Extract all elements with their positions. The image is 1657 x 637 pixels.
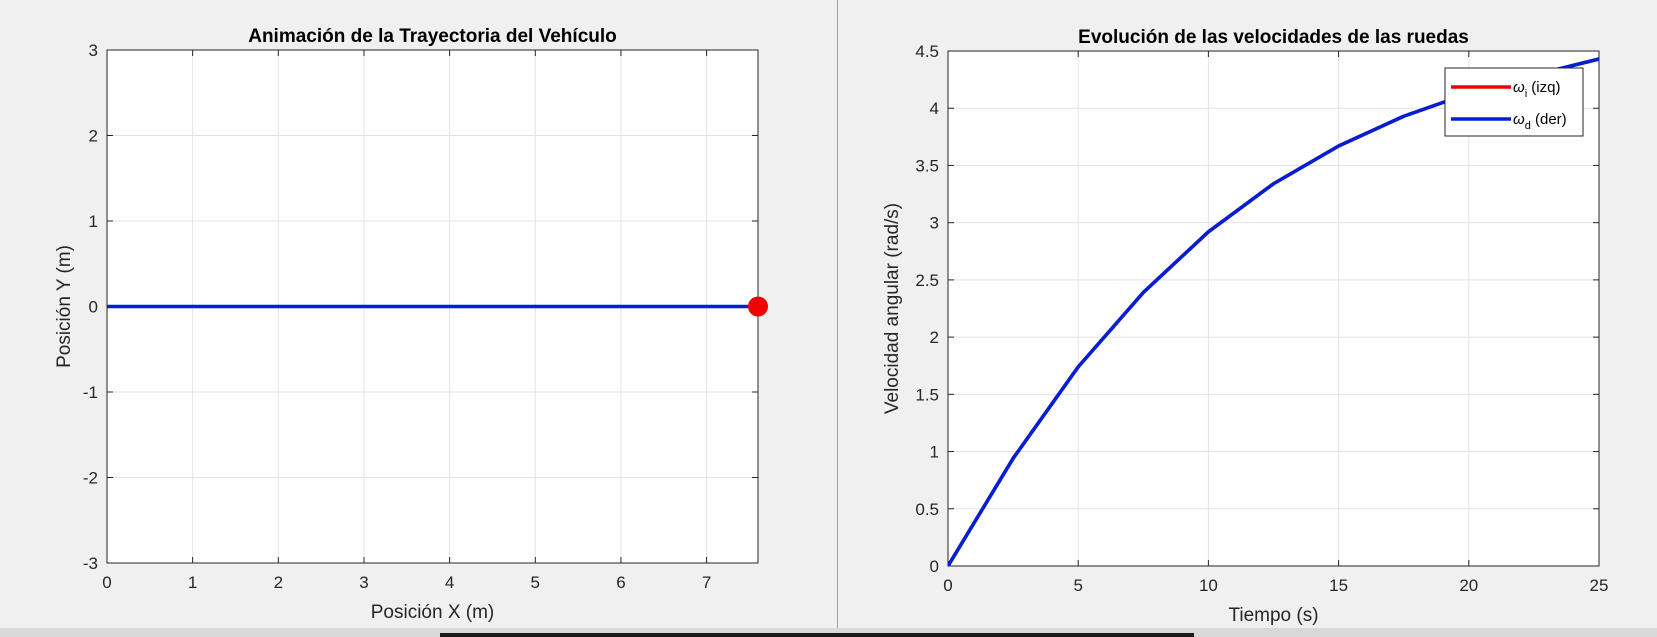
y-axis-label: Velocidad angular (rad/s) (882, 203, 903, 414)
x-tick-label: 0 (102, 573, 111, 592)
x-tick-label: 4 (445, 573, 454, 592)
y-tick-label: 3.5 (915, 156, 939, 175)
x-axis-label: Tiempo (s) (1228, 605, 1318, 626)
y-tick-label: 1 (89, 212, 98, 231)
y-tick-label: 3 (930, 214, 939, 233)
x-tick-label: 6 (616, 573, 625, 592)
y-axis-label: Posición Y (m) (54, 245, 75, 368)
x-tick-label: 20 (1459, 576, 1478, 595)
x-tick-label: 0 (943, 576, 952, 595)
y-tick-label: 2 (89, 127, 98, 146)
y-tick-label: 2 (930, 328, 939, 347)
y-tick-label: 0 (930, 557, 939, 576)
y-tick-label: 4 (930, 99, 939, 118)
x-tick-label: 5 (531, 573, 540, 592)
y-tick-label: -2 (83, 469, 98, 488)
legend-box (1444, 67, 1584, 137)
x-tick-label: 15 (1329, 576, 1348, 595)
taskbar-bar (440, 633, 1194, 637)
taskbar-strip (0, 628, 1657, 637)
wheel-speed-chart: 0 5 10 15 20 25 0 0.5 1 1.5 2 2.5 3 3.5 4 4.5 Evolución … (882, 27, 1609, 626)
x-tick-label: 7 (702, 573, 711, 592)
x-tick-label: 5 (1073, 576, 1082, 595)
figure-window-trajectory: 0 1 2 3 4 5 6 7 -3 -2 -1 0 1 2 3 Animación de la Trayec… (54, 0, 838, 637)
trajectory-chart: 0 1 2 3 4 5 6 7 -3 -2 -1 0 1 2 3 Animación de la Trayec… (54, 26, 768, 623)
chart-title: Evolución de las velocidades de las rued… (1078, 27, 1469, 48)
chart-title: Animación de la Trayectoria del Vehículo (248, 26, 617, 47)
x-tick-label: 2 (274, 573, 283, 592)
y-tick-label: -3 (83, 554, 98, 573)
x-axis-label: Posición X (m) (371, 602, 495, 623)
figure-window-wheel-speeds: 0 5 10 15 20 25 0 0.5 1 1.5 2 2.5 3 3.5 4 4.5 Evolución … (840, 0, 1657, 637)
y-tick-label: -1 (83, 383, 98, 402)
x-tick-label: 3 (359, 573, 368, 592)
x-tick-label: 10 (1199, 576, 1218, 595)
axes-frame (947, 50, 1600, 567)
plot-area (948, 51, 1599, 566)
y-tick-label: 1.5 (915, 385, 939, 404)
legend-entry-1: ωd (der) (1513, 111, 1567, 132)
y-tick-label: 0 (89, 298, 98, 317)
y-tick-label: 2.5 (915, 271, 939, 290)
x-tick-label: 25 (1590, 576, 1609, 595)
y-tick-label: 4.5 (915, 42, 939, 61)
y-tick-label: 3 (89, 41, 98, 60)
y-tick-label: 1 (930, 443, 939, 462)
vehicle-marker (748, 296, 768, 317)
y-tick-label: 0.5 (915, 500, 939, 519)
x-tick-label: 1 (188, 573, 197, 592)
legend-entry-0: ωi (izq) (1513, 79, 1560, 100)
